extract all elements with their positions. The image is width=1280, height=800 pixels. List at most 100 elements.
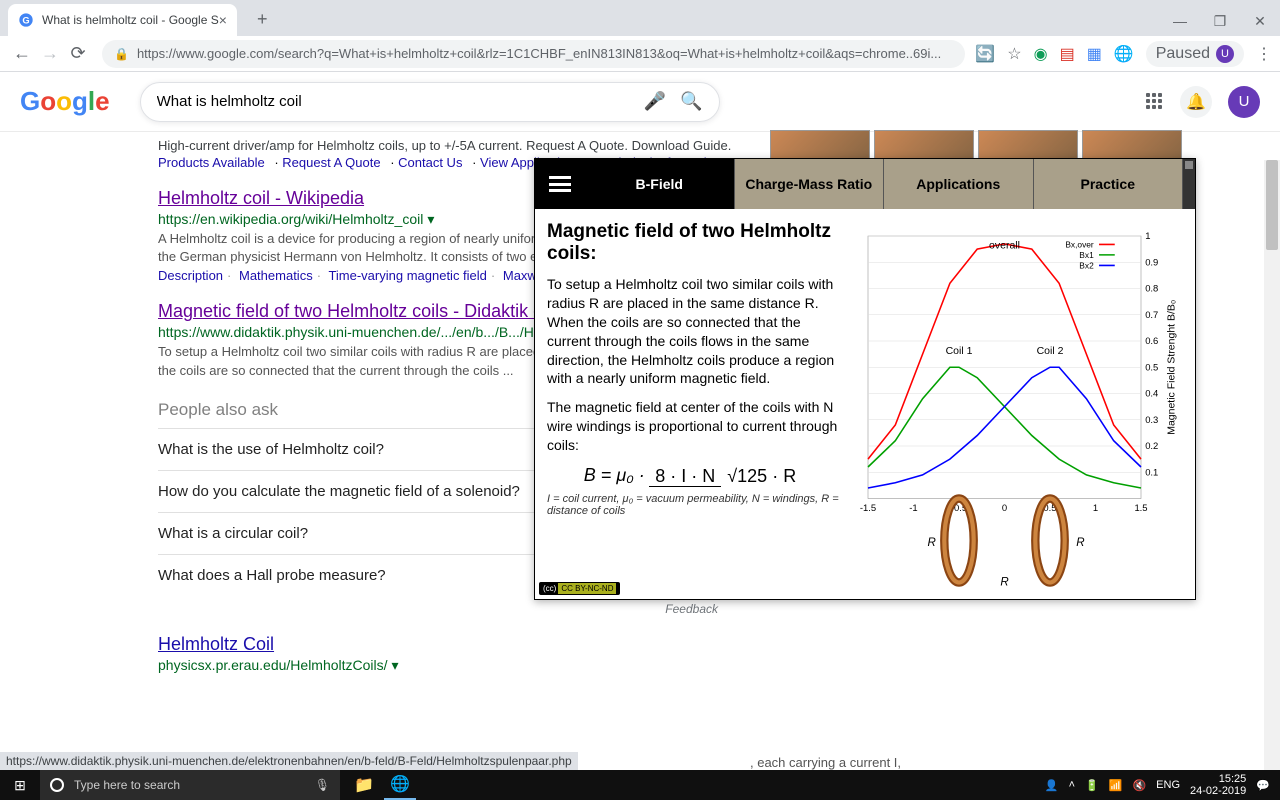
svg-text:R: R <box>1076 537 1084 549</box>
start-button[interactable]: ⊞ <box>0 777 40 794</box>
svg-text:-1.5: -1.5 <box>860 503 876 514</box>
tray-chevron-icon[interactable]: ˄ <box>1069 779 1075 791</box>
chrome-menu-icon[interactable]: ⋮ <box>1256 44 1272 64</box>
language-indicator[interactable]: ENG <box>1156 779 1180 791</box>
overlay-body: Magnetic field of two Helmholtz coils: T… <box>535 209 1195 599</box>
sublink[interactable]: Time-varying magnetic field <box>328 268 486 283</box>
sublink[interactable]: Description <box>158 268 223 283</box>
apps-icon[interactable] <box>1146 93 1164 111</box>
google-favicon-icon: G <box>18 12 34 28</box>
overlay-tabs: B-Field Charge-Mass Ratio Applications P… <box>535 159 1195 209</box>
svg-text:R: R <box>928 537 936 549</box>
windows-taskbar: ⊞ Type here to search 🎙 📁 🌐 👤 ˄ 🔋 📶 🔇 EN… <box>0 770 1280 800</box>
overlay-text-column: Magnetic field of two Helmholtz coils: T… <box>547 221 847 587</box>
page-scrollbar[interactable] <box>1264 160 1280 770</box>
cc-license-badge: (cc)CC BY-NC-ND <box>539 582 620 595</box>
status-bar-url: https://www.didaktik.physik.uni-muenchen… <box>0 752 578 770</box>
google-header-right: 🔔 U <box>1146 86 1260 118</box>
paused-avatar-icon: U <box>1216 45 1234 63</box>
wifi-icon[interactable]: 📶 <box>1109 779 1123 792</box>
forward-button[interactable]: → <box>36 40 64 68</box>
svg-text:0.5: 0.5 <box>1145 362 1158 373</box>
ext-icon-3[interactable]: ▦ <box>1087 44 1102 64</box>
profile-paused-badge[interactable]: Paused U <box>1146 41 1244 67</box>
action-center-icon[interactable]: 💬 <box>1256 779 1270 792</box>
overlay-tab[interactable]: Charge-Mass Ratio <box>735 159 885 209</box>
svg-text:1.5: 1.5 <box>1134 503 1147 514</box>
taskbar-search[interactable]: Type here to search 🎙 <box>40 770 340 800</box>
minimize-button[interactable]: — <box>1160 13 1200 30</box>
overlay-scroll-indicator[interactable] <box>1183 159 1195 209</box>
overlay-menu-icon[interactable] <box>535 159 585 209</box>
ext-icon-2[interactable]: ▤ <box>1060 44 1075 64</box>
file-explorer-icon[interactable]: 📁 <box>348 770 380 800</box>
star-icon[interactable]: ☆ <box>1007 44 1021 64</box>
ad-link[interactable]: Request A Quote <box>282 155 380 170</box>
new-tab-button[interactable]: + <box>247 9 278 30</box>
translate-icon[interactable]: 🔄 <box>975 44 995 64</box>
browser-tab-strip: G What is helmholtz coil - Google S × + … <box>0 0 1280 36</box>
address-bar[interactable]: 🔒 https://www.google.com/search?q=What+i… <box>102 40 965 68</box>
people-icon[interactable]: 👤 <box>1045 779 1059 792</box>
google-header: Google 🎤 🔍 🔔 U <box>0 72 1280 132</box>
url-dropdown-icon[interactable]: ▾ <box>392 657 399 673</box>
svg-text:0.7: 0.7 <box>1145 310 1158 321</box>
svg-text:Bx,over: Bx,over <box>1065 240 1094 250</box>
ext-icon-1[interactable]: ◉ <box>1034 44 1048 64</box>
search-result: Helmholtz Coil physicsx.pr.erau.edu/Helm… <box>158 634 718 674</box>
taskbar-tray: 👤 ˄ 🔋 📶 🔇 ENG 15:25 24-02-2019 💬 <box>1045 773 1280 797</box>
url-text: https://www.google.com/search?q=What+is+… <box>137 46 941 61</box>
notifications-icon[interactable]: 🔔 <box>1180 86 1212 118</box>
paa-feedback-link[interactable]: Feedback <box>158 602 718 616</box>
overlay-tab[interactable]: Applications <box>884 159 1034 209</box>
overlay-tab[interactable]: B-Field <box>585 159 735 209</box>
svg-text:Magnetic Field Strenght B/B₀: Magnetic Field Strenght B/B₀ <box>1166 300 1178 435</box>
svg-text:0.4: 0.4 <box>1145 389 1158 400</box>
formula-legend: I = coil current, μ₀ = vacuum permeabili… <box>547 493 839 517</box>
taskbar-search-placeholder: Type here to search <box>74 778 180 792</box>
svg-text:1: 1 <box>1145 231 1150 242</box>
svg-text:0: 0 <box>1002 503 1007 514</box>
svg-text:Coil 2: Coil 2 <box>1037 345 1064 357</box>
svg-text:0.2: 0.2 <box>1145 441 1158 452</box>
google-logo[interactable]: Google <box>20 86 110 117</box>
battery-icon[interactable]: 🔋 <box>1085 779 1099 792</box>
overlay-tab[interactable]: Practice <box>1034 159 1184 209</box>
window-controls: — ❐ ✕ <box>1160 13 1280 30</box>
taskbar-clock[interactable]: 15:25 24-02-2019 <box>1190 773 1246 797</box>
svg-text:Bx2: Bx2 <box>1079 261 1094 271</box>
url-dropdown-icon[interactable]: ▾ <box>427 211 434 227</box>
svg-text:R: R <box>1000 577 1008 587</box>
reload-button[interactable]: ⟳ <box>64 40 92 68</box>
result-url: physicsx.pr.erau.edu/HelmholtzCoils/▾ <box>158 657 718 674</box>
svg-text:-1: -1 <box>909 503 917 514</box>
maximize-button[interactable]: ❐ <box>1200 13 1240 30</box>
account-avatar[interactable]: U <box>1228 86 1260 118</box>
volume-icon[interactable]: 🔇 <box>1132 779 1146 792</box>
taskbar-mic-icon[interactable]: 🎙 <box>315 778 330 792</box>
sublink[interactable]: Mathematics <box>239 268 313 283</box>
tab-close-icon[interactable]: × <box>219 12 227 28</box>
svg-text:G: G <box>22 15 29 25</box>
mic-icon[interactable]: 🎤 <box>644 91 666 112</box>
search-icon[interactable]: 🔍 <box>680 91 702 112</box>
ext-icon-4[interactable]: 🌐 <box>1114 44 1134 64</box>
svg-text:0.1: 0.1 <box>1145 467 1158 478</box>
address-bar-icons: 🔄 ☆ ◉ ▤ ▦ 🌐 Paused U ⋮ <box>975 41 1272 67</box>
search-input[interactable] <box>157 93 644 110</box>
result-title-link[interactable]: Helmholtz Coil <box>158 634 718 655</box>
chrome-taskbar-icon[interactable]: 🌐 <box>384 770 416 800</box>
browser-tab[interactable]: G What is helmholtz coil - Google S × <box>8 4 237 36</box>
close-window-button[interactable]: ✕ <box>1240 13 1280 30</box>
svg-text:Bx1: Bx1 <box>1079 250 1094 260</box>
paused-label: Paused <box>1156 45 1210 63</box>
ad-link[interactable]: Products Available <box>158 155 265 170</box>
tab-title: What is helmholtz coil - Google S <box>42 13 219 27</box>
svg-text:0.8: 0.8 <box>1145 284 1158 295</box>
svg-text:overall: overall <box>989 240 1020 252</box>
svg-text:Coil 1: Coil 1 <box>946 345 973 357</box>
ad-description: High-current driver/amp for Helmholtz co… <box>158 138 1280 153</box>
ad-link[interactable]: Contact Us <box>398 155 462 170</box>
search-box[interactable]: 🎤 🔍 <box>140 82 720 122</box>
back-button[interactable]: ← <box>8 40 36 68</box>
